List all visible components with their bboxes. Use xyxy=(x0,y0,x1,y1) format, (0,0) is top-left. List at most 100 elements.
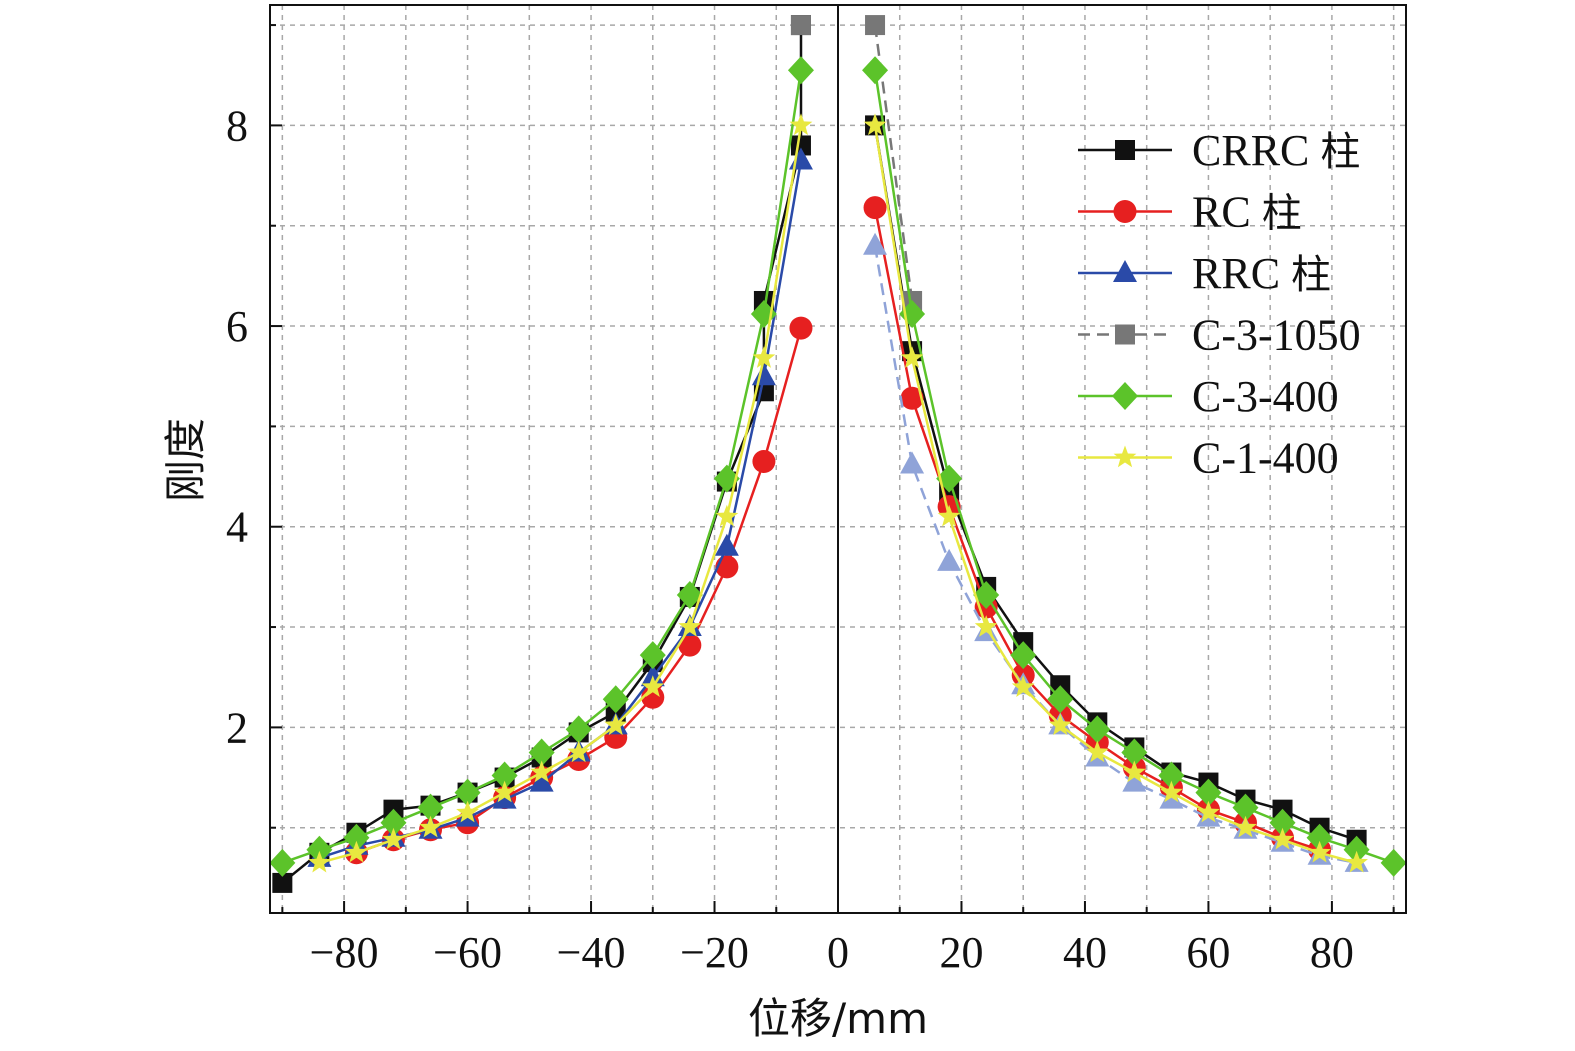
legend: CRRC 柱 RC 柱 RRC 柱 C-3-1050 C-3-400 C-1-400 xyxy=(1078,126,1361,483)
data-point xyxy=(602,685,629,714)
data-point xyxy=(641,675,665,697)
data-point xyxy=(863,113,887,136)
legend-marker xyxy=(1113,260,1137,282)
data-point xyxy=(1084,715,1111,744)
data-point xyxy=(1232,793,1259,822)
legend-item-rc: RC 柱 xyxy=(1078,188,1302,237)
data-point xyxy=(1197,800,1220,823)
legend-label: C-1-400 xyxy=(1192,434,1339,483)
data-point xyxy=(1122,760,1146,783)
x-tick-label: 60 xyxy=(1186,928,1230,977)
data-point xyxy=(308,850,331,873)
data-point xyxy=(269,848,296,877)
data-point xyxy=(900,346,924,368)
data-point xyxy=(974,615,998,637)
tick-labels: −80 −60 −40 −20 0 20 40 60 80 2 4 6 8 xyxy=(226,101,1354,977)
y-tick-label: 4 xyxy=(226,503,248,552)
data-point xyxy=(380,808,407,837)
x-tick-label: 40 xyxy=(1063,928,1107,977)
x-tick-label: −40 xyxy=(557,928,626,977)
data-point xyxy=(382,827,405,850)
data-point xyxy=(714,533,739,556)
axes xyxy=(269,4,1407,914)
x-tick-label: 0 xyxy=(827,928,849,977)
series-line-negative xyxy=(319,125,803,865)
data-point xyxy=(454,778,481,807)
data-point xyxy=(973,580,1000,609)
data-point xyxy=(1234,815,1257,838)
data-point xyxy=(530,760,554,783)
data-point xyxy=(419,815,442,838)
data-point xyxy=(1308,840,1331,863)
data-point xyxy=(1158,761,1185,790)
data-point xyxy=(900,451,925,474)
data-point xyxy=(1160,780,1183,803)
data-point xyxy=(306,835,333,864)
data-point xyxy=(345,840,368,863)
data-point xyxy=(417,793,444,822)
y-axis-title: 刚度 xyxy=(161,418,210,502)
x-axis-title: 位移/mm xyxy=(748,994,928,1043)
legend-item-c-3-400: C-3-400 xyxy=(1078,372,1339,421)
data-point xyxy=(639,641,666,670)
y-tick-label: 8 xyxy=(226,101,248,150)
legend-marker xyxy=(1113,445,1137,468)
data-point xyxy=(676,580,703,609)
data-point xyxy=(1159,786,1184,809)
data-point xyxy=(862,56,889,85)
series-c-3-1050 xyxy=(790,15,923,311)
y-tick-label: 6 xyxy=(226,302,248,351)
data-point xyxy=(789,113,813,136)
data-point xyxy=(1380,848,1407,877)
data-point xyxy=(1085,740,1109,763)
x-tick-label: 20 xyxy=(939,928,983,977)
data-point xyxy=(343,823,370,852)
data-point xyxy=(528,738,555,767)
legend-item-rrc: RRC 柱 xyxy=(1078,249,1331,298)
data-point xyxy=(752,450,776,474)
y-tick-label: 2 xyxy=(226,703,248,752)
data-point xyxy=(678,615,702,637)
legend-item-c-1-400: C-1-400 xyxy=(1078,434,1339,483)
data-point xyxy=(1306,823,1333,852)
data-point xyxy=(1011,675,1035,697)
data-point xyxy=(1121,738,1148,767)
data-point xyxy=(787,56,814,85)
data-point xyxy=(493,780,516,803)
legend-label: C-3-400 xyxy=(1192,372,1339,421)
data-point xyxy=(751,363,776,386)
data-point xyxy=(529,769,554,792)
data-point xyxy=(1271,827,1294,850)
data-point xyxy=(491,761,518,790)
legend-label: C-3-1050 xyxy=(1192,311,1361,360)
legend-label: RC 柱 xyxy=(1192,188,1302,237)
series-c-1-400 xyxy=(308,113,1368,873)
legend-marker xyxy=(1112,382,1138,410)
data-point xyxy=(1050,675,1071,696)
data-point xyxy=(937,548,962,571)
data-point xyxy=(1010,641,1037,670)
data-point xyxy=(604,713,628,736)
data-point xyxy=(715,504,739,527)
legend-label: RRC 柱 xyxy=(1192,249,1331,298)
legend-item-crrc: CRRC 柱 xyxy=(1078,126,1360,175)
data-point xyxy=(565,715,592,744)
data-point xyxy=(863,232,888,255)
data-point xyxy=(492,786,517,809)
legend-marker xyxy=(1115,140,1135,160)
grid xyxy=(270,5,1406,913)
legend-marker xyxy=(1115,324,1135,345)
data-point xyxy=(865,15,886,36)
data-point xyxy=(1048,713,1072,736)
data-point xyxy=(1269,808,1296,837)
data-point xyxy=(1345,850,1368,873)
data-point xyxy=(1047,685,1074,714)
legend-marker xyxy=(1113,200,1137,223)
series-line-positive xyxy=(873,245,1357,865)
legend-item-c-3-1050: C-3-1050 xyxy=(1078,311,1361,360)
data-point xyxy=(790,15,811,36)
data-point xyxy=(678,633,702,657)
legend-label: CRRC 柱 xyxy=(1192,126,1360,175)
data-point xyxy=(272,872,293,893)
